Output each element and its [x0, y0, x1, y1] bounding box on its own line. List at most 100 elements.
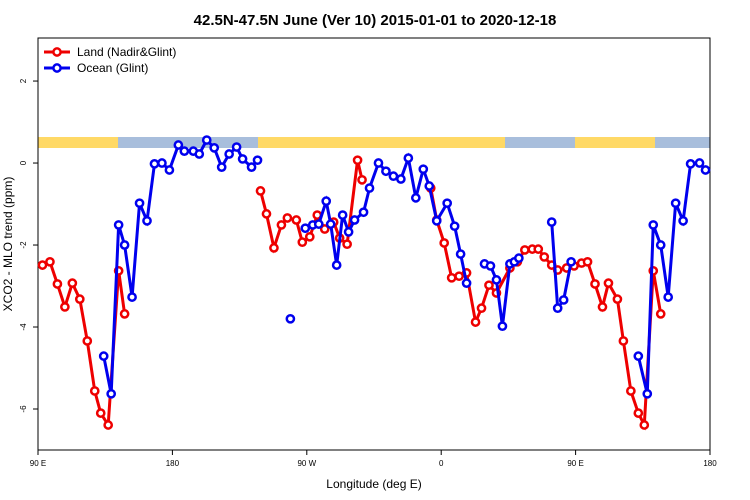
data-point — [285, 313, 296, 324]
data-point — [618, 336, 629, 346]
data-point — [626, 386, 636, 396]
data-point — [670, 198, 681, 209]
data-point — [209, 143, 220, 153]
y-tick-label: 2 — [19, 78, 28, 83]
y-axis-label: XCO2 - MLO trend (ppm) — [1, 177, 15, 312]
data-point — [546, 217, 557, 227]
data-point — [455, 249, 466, 259]
data-point — [67, 278, 78, 289]
data-point — [255, 186, 266, 196]
data-point — [201, 135, 212, 145]
data-point — [103, 420, 114, 430]
data-point — [639, 420, 650, 430]
x-tick-label: 180 — [703, 459, 717, 468]
data-point — [297, 237, 308, 248]
data-point — [410, 193, 421, 203]
data-point — [700, 165, 711, 175]
data-point — [694, 158, 705, 168]
data-point — [655, 309, 666, 319]
y-tick-label: -2 — [19, 241, 28, 249]
data-point — [246, 162, 257, 172]
data-point — [119, 240, 130, 250]
data-point — [663, 292, 674, 302]
data-point — [678, 215, 688, 226]
data-point — [396, 174, 406, 184]
data-point — [216, 162, 227, 172]
data-point — [82, 336, 93, 346]
data-point — [37, 260, 48, 270]
data-point — [331, 260, 342, 270]
data-point — [485, 261, 496, 271]
data-point — [74, 294, 85, 304]
data-point — [157, 158, 167, 168]
data-point — [439, 238, 450, 248]
data-point — [655, 240, 666, 250]
data-point — [164, 165, 175, 175]
data-point — [357, 174, 367, 185]
data-point — [95, 408, 106, 418]
data-point — [388, 171, 399, 182]
data-point — [252, 155, 263, 166]
legend: Land (Nadir&Glint) Ocean (Glint) — [40, 40, 190, 78]
data-point — [566, 256, 576, 267]
data-point — [291, 215, 302, 225]
y-tick-label: 0 — [19, 160, 28, 165]
y-tick-label: -6 — [19, 405, 28, 413]
data-point — [582, 256, 593, 267]
plot-frame — [37, 37, 711, 451]
data-point — [424, 181, 435, 191]
data-point — [52, 279, 63, 289]
data-point — [352, 155, 363, 166]
data-point — [98, 351, 109, 361]
data-point — [343, 227, 354, 237]
x-tick-label: 90 E — [30, 459, 46, 468]
data-point — [60, 302, 70, 312]
data-point — [418, 164, 429, 175]
ocean-band — [118, 137, 258, 148]
data-point — [106, 388, 117, 399]
land-band — [258, 137, 505, 148]
data-point — [597, 302, 608, 312]
data-point — [603, 278, 614, 289]
data-point — [539, 252, 550, 262]
data-point — [590, 279, 600, 289]
data-point — [491, 275, 502, 285]
x-tick-label: 90 W — [297, 459, 316, 468]
data-point — [276, 220, 287, 230]
data-point — [194, 149, 205, 159]
surface-strip — [38, 137, 710, 148]
data-point — [300, 223, 311, 234]
data-point — [552, 303, 563, 314]
data-point — [381, 166, 391, 177]
data-point — [642, 388, 653, 399]
data-point — [45, 256, 55, 267]
data-point — [269, 243, 279, 253]
legend-box — [40, 40, 190, 78]
data-point — [224, 149, 234, 159]
legend-marker — [52, 47, 62, 57]
data-point — [349, 215, 360, 225]
land-band — [575, 137, 655, 148]
data-point — [454, 271, 464, 282]
data-point — [648, 220, 659, 230]
x-axis-label: Longitude (deg E) — [326, 477, 421, 491]
data-point — [313, 219, 324, 229]
x-tick-label: 0 — [439, 459, 444, 468]
data-point — [633, 351, 644, 361]
data-point — [403, 153, 414, 163]
data-point — [476, 303, 487, 314]
x-tick-label: 180 — [166, 459, 180, 468]
data-point — [321, 196, 332, 207]
data-point — [633, 408, 644, 418]
data-point — [142, 215, 152, 226]
data-point — [461, 278, 472, 289]
data-point — [484, 280, 494, 291]
data-point — [231, 142, 242, 152]
data-point — [519, 245, 530, 255]
data-point — [261, 209, 272, 219]
data-point — [470, 317, 481, 327]
data-point — [497, 321, 508, 332]
data-point — [431, 215, 442, 226]
data-point — [558, 295, 569, 305]
